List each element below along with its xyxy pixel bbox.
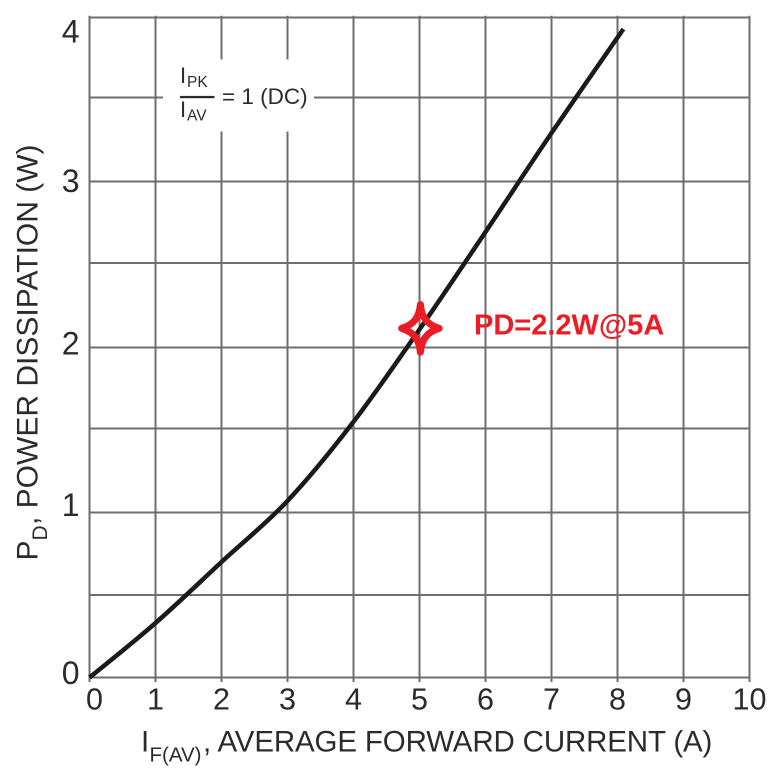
svg-text:I: I (180, 97, 186, 122)
svg-text:2: 2 (62, 326, 80, 362)
svg-text:8: 8 (609, 683, 626, 717)
svg-text:I: I (141, 726, 149, 759)
svg-text:9: 9 (675, 683, 692, 717)
svg-text:2: 2 (213, 683, 230, 717)
svg-text:1: 1 (62, 487, 80, 523)
svg-text:D: D (29, 525, 52, 540)
svg-text:AV: AV (187, 108, 207, 125)
svg-text:0: 0 (86, 683, 103, 717)
svg-text:3: 3 (62, 163, 80, 199)
svg-text:1: 1 (147, 683, 164, 717)
svg-text:0: 0 (62, 655, 80, 691)
svg-text:10: 10 (733, 683, 767, 717)
svg-text:, AVERAGE FORWARD CURRENT (A): , AVERAGE FORWARD CURRENT (A) (203, 726, 712, 759)
svg-text:, POWER DISSIPATION (W): , POWER DISSIPATION (W) (12, 144, 45, 525)
svg-text:P: P (12, 540, 45, 560)
svg-text:6: 6 (477, 683, 494, 717)
svg-text:= 1 (DC): = 1 (DC) (222, 84, 308, 109)
svg-text:PK: PK (187, 74, 208, 91)
svg-text:7: 7 (543, 683, 560, 717)
svg-text:4: 4 (62, 14, 80, 50)
svg-text:F(AV): F(AV) (150, 744, 202, 767)
svg-text:3: 3 (279, 683, 296, 717)
svg-text:PD=2.2W@5A: PD=2.2W@5A (474, 310, 664, 342)
svg-text:I: I (180, 63, 186, 88)
svg-text:5: 5 (411, 683, 428, 717)
svg-text:4: 4 (345, 683, 362, 717)
